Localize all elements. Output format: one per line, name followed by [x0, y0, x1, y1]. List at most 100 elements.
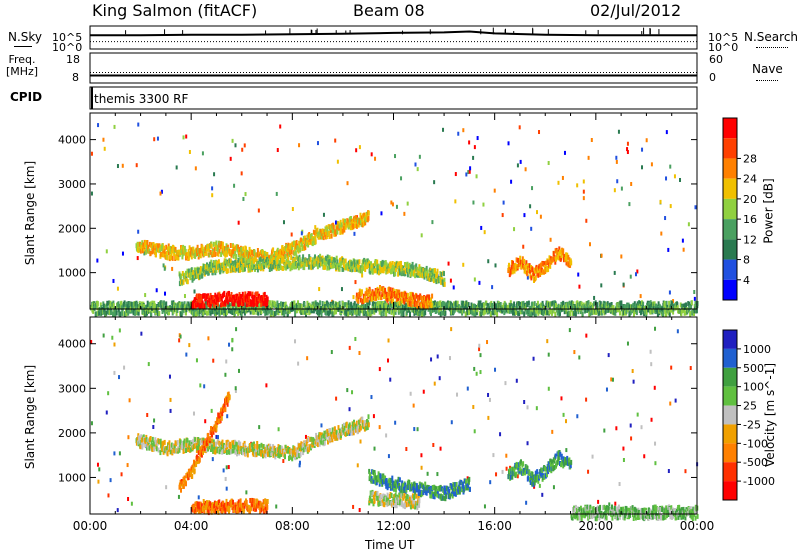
velocity-cell [327, 439, 329, 445]
velocity-speckle [348, 345, 351, 350]
power-cell [332, 311, 335, 317]
power-cell [210, 295, 213, 301]
power-cell [694, 300, 697, 306]
power-cell [633, 311, 635, 317]
velocity-cell [233, 447, 236, 453]
power-cell [499, 307, 501, 313]
power-cell [405, 310, 408, 316]
power-cell [631, 308, 634, 314]
power-cell [442, 281, 445, 287]
velocity-speckle [97, 479, 100, 484]
power-cell [351, 218, 354, 224]
power-cell [186, 268, 189, 274]
velocity-cell [178, 445, 181, 451]
power-cell [259, 304, 262, 310]
power-cell [367, 210, 370, 216]
velocity-cell [351, 430, 354, 436]
power-cell [336, 226, 339, 232]
velocity-speckle [504, 381, 507, 386]
power-cell [142, 309, 144, 315]
power-speckle [615, 159, 618, 164]
power-cell [208, 298, 211, 304]
velocity-speckle [123, 365, 126, 370]
power-cell [258, 264, 260, 270]
power-cell [428, 276, 431, 282]
power-cell [646, 304, 649, 310]
power-cell [458, 308, 461, 314]
power-speckle [143, 251, 146, 256]
velocity-cell [236, 442, 239, 448]
power-cell [325, 229, 328, 235]
power-cell [281, 304, 284, 310]
power-cell [169, 254, 172, 260]
power-cell [379, 265, 381, 271]
power-speckle [636, 269, 639, 274]
power-cell [224, 301, 227, 307]
power-cell [149, 250, 152, 256]
power-cell [525, 260, 528, 266]
power-cell [199, 253, 202, 259]
power-cell [539, 272, 542, 277]
power-cell [268, 267, 271, 272]
velocity-cell [215, 441, 217, 447]
velocity-cell [235, 441, 238, 447]
power-cell [272, 256, 275, 262]
velocity-cell [258, 444, 261, 449]
power-cell [362, 303, 365, 309]
velocity-speckle [426, 471, 429, 476]
power-cell [169, 245, 172, 251]
power-cell [530, 308, 533, 314]
power-cell [289, 243, 292, 249]
power-cell [440, 310, 443, 316]
velocity-cell [319, 432, 322, 438]
power-cell [243, 249, 246, 255]
velocity-speckle [105, 410, 108, 415]
power-cell [275, 266, 278, 272]
power-cell [547, 302, 550, 308]
power-cell [339, 219, 342, 225]
power-cell [453, 301, 456, 307]
power-cell [307, 240, 310, 245]
velocity-speckle [235, 327, 238, 332]
velocity-speckle [358, 351, 361, 356]
velocity-speckle [499, 432, 502, 437]
power-cell [289, 266, 292, 272]
power-cell [403, 299, 406, 305]
velocity-speckle [199, 383, 202, 388]
power-cell [431, 276, 434, 282]
power-speckle [502, 200, 505, 205]
velocity-speckle [275, 504, 278, 509]
velocity-cell [367, 422, 370, 428]
velocity-cell [151, 446, 154, 452]
power-cell [350, 261, 353, 267]
power-cell [259, 301, 262, 307]
power-cell [510, 303, 513, 309]
power-cell [461, 308, 464, 314]
velocity-speckle [552, 485, 555, 490]
power-cell [349, 309, 352, 315]
power-cell [181, 309, 184, 315]
velocity-speckle [416, 427, 419, 432]
power-cell [378, 270, 380, 276]
velocity-cell [221, 439, 224, 445]
power-cell [217, 244, 220, 250]
power-cell [243, 294, 246, 300]
power-cell [278, 303, 281, 309]
velocity-cell [291, 456, 294, 462]
power-cell [527, 300, 530, 306]
power-cell [266, 310, 269, 316]
power-ytick-label: 2000 [58, 222, 86, 235]
velocity-speckle [478, 347, 481, 352]
power-cell [109, 303, 112, 309]
velocity-speckle [168, 374, 171, 379]
power-cell [649, 309, 652, 315]
power-colorbar-swatch [723, 279, 737, 300]
velocity-cell [353, 419, 355, 425]
velocity-cell [155, 440, 157, 446]
power-cell [233, 262, 236, 268]
power-cell [263, 296, 266, 302]
power-cell [373, 264, 376, 270]
power-cell [247, 291, 250, 297]
power-cell [226, 248, 229, 254]
power-cell [185, 255, 187, 261]
